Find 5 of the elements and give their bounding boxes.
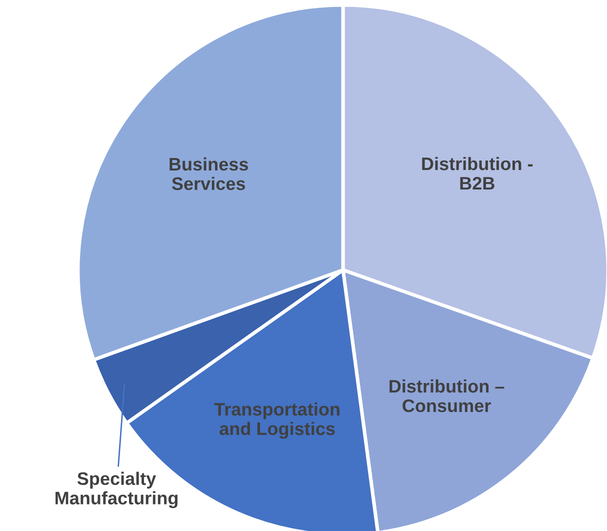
- slice-label: Distribution – Consumer: [390, 379, 504, 412]
- slice-label: Specialty Manufacturing: [56, 472, 178, 508]
- slice-label: Business Services: [170, 157, 248, 190]
- slice-label: Transportation and Logistics: [214, 402, 340, 439]
- slice-label: Distribution - B2B: [422, 156, 533, 190]
